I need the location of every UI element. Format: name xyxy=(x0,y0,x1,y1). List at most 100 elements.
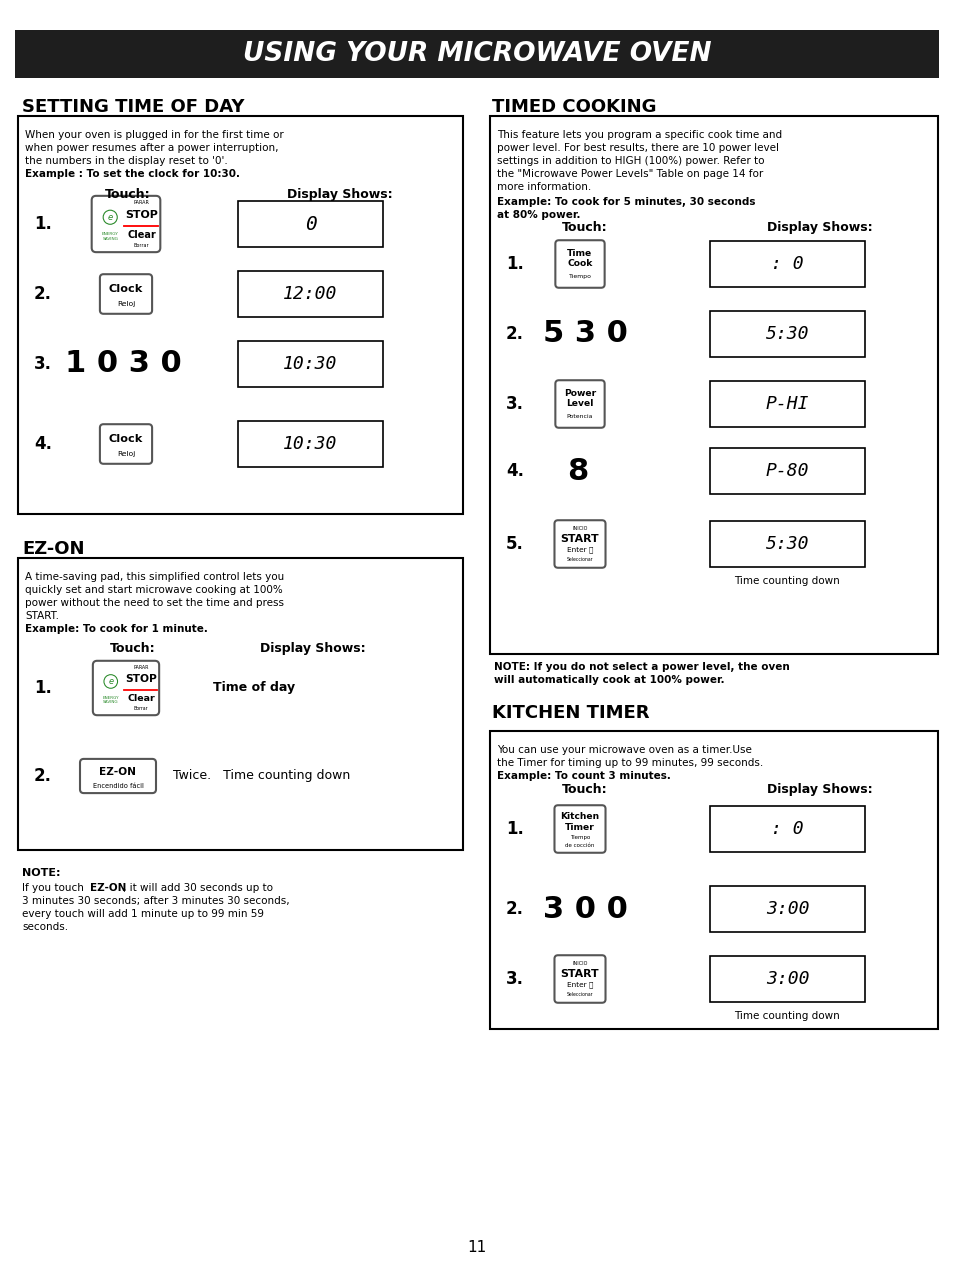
Text: 1.: 1. xyxy=(34,679,51,697)
FancyBboxPatch shape xyxy=(91,196,160,252)
Text: Reloj: Reloj xyxy=(117,301,135,308)
Text: START: START xyxy=(560,969,598,979)
Text: Clear: Clear xyxy=(128,695,155,703)
Text: when power resumes after a power interruption,: when power resumes after a power interru… xyxy=(25,142,278,153)
Text: INICIO: INICIO xyxy=(572,960,587,965)
Text: EZ-ON: EZ-ON xyxy=(99,767,136,777)
Text: Borrar: Borrar xyxy=(133,706,149,711)
Bar xyxy=(709,240,864,287)
Text: 2.: 2. xyxy=(34,285,52,303)
Text: 11: 11 xyxy=(467,1240,486,1255)
Text: KITCHEN TIMER: KITCHEN TIMER xyxy=(492,703,649,722)
Text: more information.: more information. xyxy=(497,182,591,192)
Text: Example: To count 3 minutes.: Example: To count 3 minutes. xyxy=(497,771,670,781)
Text: 12:00: 12:00 xyxy=(283,285,337,303)
Text: Encendido fácil: Encendido fácil xyxy=(92,782,143,789)
Text: PARAR: PARAR xyxy=(133,665,149,670)
FancyBboxPatch shape xyxy=(92,660,159,715)
Text: P-80: P-80 xyxy=(765,462,808,480)
Text: Power: Power xyxy=(563,389,596,398)
Text: Clock: Clock xyxy=(109,284,143,294)
Text: 2.: 2. xyxy=(505,901,523,918)
Text: Display Shows:: Display Shows: xyxy=(260,642,365,655)
Text: Enter ⛳: Enter ⛳ xyxy=(566,982,593,988)
Text: SETTING TIME OF DAY: SETTING TIME OF DAY xyxy=(22,98,244,116)
Text: Twice.   Time counting down: Twice. Time counting down xyxy=(172,770,350,782)
Text: 5:30: 5:30 xyxy=(765,326,808,343)
Text: 4.: 4. xyxy=(34,435,52,453)
Bar xyxy=(709,957,864,1002)
Text: Borrar: Borrar xyxy=(133,243,150,248)
Text: the "Microwave Power Levels" Table on page 14 for: the "Microwave Power Levels" Table on pa… xyxy=(497,169,762,179)
Text: e: e xyxy=(108,677,113,686)
Text: every touch will add 1 minute up to 99 min 59: every touch will add 1 minute up to 99 m… xyxy=(22,909,264,918)
Text: power without the need to set the time and press: power without the need to set the time a… xyxy=(25,598,284,608)
Text: Touch:: Touch: xyxy=(111,642,155,655)
Text: Clock: Clock xyxy=(109,434,143,444)
Bar xyxy=(709,382,864,427)
Text: NOTE:: NOTE: xyxy=(22,868,60,878)
Text: If you touch: If you touch xyxy=(22,883,87,893)
Text: 4.: 4. xyxy=(505,462,523,480)
Text: START.: START. xyxy=(25,611,59,621)
FancyBboxPatch shape xyxy=(80,759,156,794)
Text: Time: Time xyxy=(567,249,592,258)
Bar xyxy=(709,522,864,567)
Text: Potencia: Potencia xyxy=(566,415,593,420)
FancyBboxPatch shape xyxy=(555,380,604,427)
Bar xyxy=(15,31,938,78)
Text: 10:30: 10:30 xyxy=(283,435,337,453)
Text: ENERGY
SAVING: ENERGY SAVING xyxy=(102,696,119,705)
FancyBboxPatch shape xyxy=(555,240,604,287)
Text: Touch:: Touch: xyxy=(561,221,607,234)
Text: 3 minutes 30 seconds; after 3 minutes 30 seconds,: 3 minutes 30 seconds; after 3 minutes 30… xyxy=(22,895,290,906)
Text: Example: To cook for 5 minutes, 30 seconds: Example: To cook for 5 minutes, 30 secon… xyxy=(497,197,755,207)
FancyBboxPatch shape xyxy=(554,955,605,1002)
Text: 3:00: 3:00 xyxy=(765,971,808,988)
Text: will automatically cook at 100% power.: will automatically cook at 100% power. xyxy=(494,675,724,686)
Text: Enter ⛳: Enter ⛳ xyxy=(566,547,593,553)
Text: Timer: Timer xyxy=(564,823,595,832)
Text: ENERGY
SAVING: ENERGY SAVING xyxy=(102,233,118,240)
FancyBboxPatch shape xyxy=(100,275,152,314)
Text: 5.: 5. xyxy=(505,536,523,553)
Bar xyxy=(709,806,864,852)
Text: the Timer for timing up to 99 minutes, 99 seconds.: the Timer for timing up to 99 minutes, 9… xyxy=(497,758,762,768)
Bar xyxy=(709,310,864,357)
Text: at 80% power.: at 80% power. xyxy=(497,210,579,220)
Text: Display Shows:: Display Shows: xyxy=(766,784,872,796)
Text: Reloj: Reloj xyxy=(117,452,135,458)
Text: 3 0 0: 3 0 0 xyxy=(542,894,627,923)
Text: STOP: STOP xyxy=(125,210,158,220)
Text: 3.: 3. xyxy=(505,396,523,413)
Text: INICIO: INICIO xyxy=(572,525,587,530)
Text: Cook: Cook xyxy=(567,259,592,268)
Text: 0: 0 xyxy=(304,215,316,234)
Text: 5 3 0: 5 3 0 xyxy=(542,319,627,349)
Bar xyxy=(709,448,864,494)
Text: Tiempo: Tiempo xyxy=(568,275,591,280)
Text: This feature lets you program a specific cook time and: This feature lets you program a specific… xyxy=(497,130,781,140)
Text: quickly set and start microwave cooking at 100%: quickly set and start microwave cooking … xyxy=(25,585,282,595)
Text: NOTE: If you do not select a power level, the oven: NOTE: If you do not select a power level… xyxy=(494,661,789,672)
Text: PARAR: PARAR xyxy=(133,200,150,205)
Bar xyxy=(237,341,382,387)
Bar xyxy=(18,558,462,850)
Text: START: START xyxy=(560,534,598,544)
Text: Time counting down: Time counting down xyxy=(734,1011,839,1021)
Text: 3.: 3. xyxy=(505,971,523,988)
Text: Example : To set the clock for 10:30.: Example : To set the clock for 10:30. xyxy=(25,169,240,179)
Text: Clear: Clear xyxy=(128,230,156,240)
Text: the numbers in the display reset to '0'.: the numbers in the display reset to '0'. xyxy=(25,156,228,167)
Text: 1 0 3 0: 1 0 3 0 xyxy=(65,350,181,379)
Text: Kitchen: Kitchen xyxy=(559,812,598,822)
Text: de cocción: de cocción xyxy=(565,843,594,848)
Text: Seleccionar: Seleccionar xyxy=(566,992,593,997)
Text: Touch:: Touch: xyxy=(105,188,151,201)
Text: STOP: STOP xyxy=(125,674,157,684)
Text: seconds.: seconds. xyxy=(22,922,68,932)
Bar xyxy=(237,201,382,247)
Text: 1.: 1. xyxy=(34,215,51,233)
Text: 10:30: 10:30 xyxy=(283,355,337,373)
FancyBboxPatch shape xyxy=(554,520,605,567)
